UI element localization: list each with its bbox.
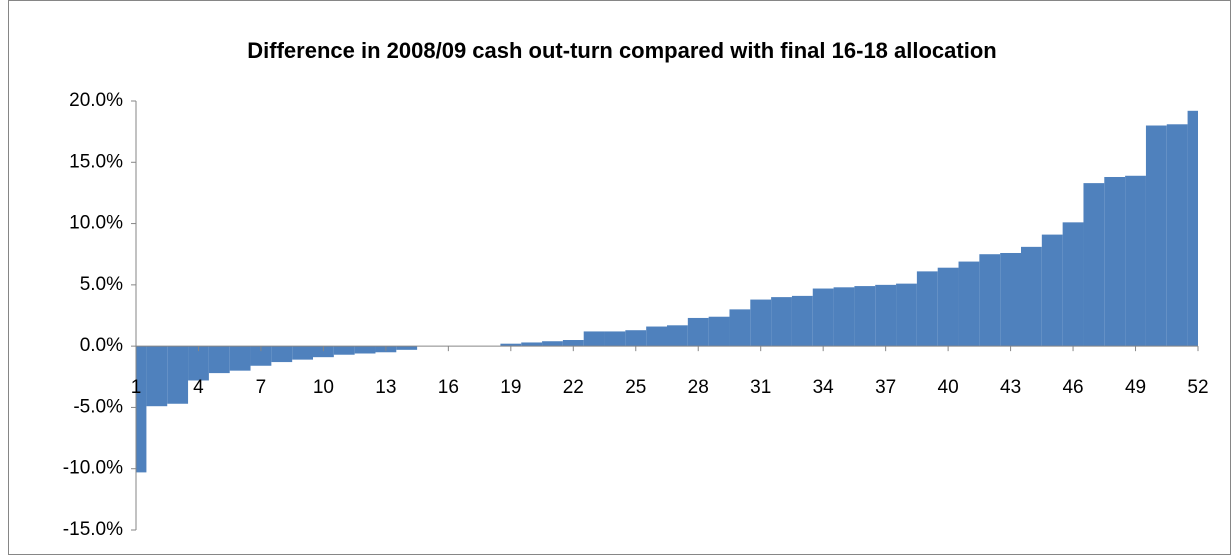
y-tick-label: 5.0% (80, 274, 123, 295)
x-tick-label: 19 (500, 377, 521, 398)
bar (229, 346, 251, 371)
bar (136, 346, 147, 473)
x-tick-label: 1 (131, 377, 142, 398)
y-tick-label: 10.0% (69, 213, 123, 234)
bar (521, 342, 543, 347)
bar (729, 309, 751, 347)
bar (583, 331, 605, 347)
bar (771, 297, 792, 347)
x-tick-label: 10 (313, 377, 334, 398)
bar (896, 283, 917, 347)
x-tick-label: 28 (688, 377, 709, 398)
x-tick-label: 34 (813, 377, 835, 398)
bar (646, 326, 667, 347)
x-tick-label: 43 (1000, 377, 1021, 398)
bar (854, 286, 876, 347)
bar (1062, 222, 1084, 347)
bar (1000, 252, 1021, 347)
bar (791, 295, 813, 347)
bar (833, 287, 855, 347)
bar (604, 331, 626, 347)
x-tick-label: 13 (375, 377, 396, 398)
bar (1187, 110, 1198, 347)
bar (812, 288, 834, 347)
y-tick-label: -10.0% (63, 458, 123, 479)
bar (1104, 176, 1126, 347)
bar (167, 346, 189, 404)
bar (313, 346, 334, 358)
bar (146, 346, 168, 407)
bar (979, 254, 1001, 347)
bar (875, 284, 897, 347)
bar (1166, 124, 1188, 347)
bar (625, 330, 647, 347)
bar (708, 316, 730, 347)
bar (354, 346, 376, 354)
bar (958, 261, 980, 347)
bar (188, 346, 209, 381)
bar (1021, 246, 1042, 347)
bar (1083, 183, 1105, 347)
x-tick-label: 7 (256, 377, 267, 398)
x-tick-label: 40 (938, 377, 959, 398)
bar (1145, 125, 1167, 347)
bar (1125, 175, 1146, 347)
chart-title: Difference in 2008/09 cash out-turn comp… (247, 38, 996, 63)
x-tick-label: 46 (1062, 377, 1083, 398)
x-tick-label: 22 (563, 377, 584, 398)
x-tick-label: 25 (625, 377, 646, 398)
bar (687, 317, 709, 347)
x-tick-label: 4 (193, 377, 204, 398)
bar (542, 341, 563, 347)
bar (750, 299, 772, 347)
y-tick-label: -5.0% (73, 396, 123, 417)
bar (667, 325, 688, 347)
bar (292, 346, 313, 360)
y-tick-label: 20.0% (69, 90, 123, 111)
bar (208, 346, 230, 374)
y-tick-label: 0.0% (80, 335, 123, 356)
bar (937, 267, 959, 347)
bar (500, 343, 522, 347)
x-tick-label: 49 (1125, 377, 1146, 398)
bar (1041, 234, 1063, 347)
x-tick-label: 37 (875, 377, 896, 398)
y-tick-label: -15.0% (63, 519, 123, 540)
bar (333, 346, 355, 355)
x-tick-label: 31 (750, 377, 771, 398)
x-tick-label: 16 (438, 377, 459, 398)
bar (271, 346, 293, 363)
y-tick-label: 15.0% (69, 151, 123, 172)
x-tick-label: 52 (1187, 377, 1208, 398)
bar (562, 340, 584, 347)
bar (250, 346, 272, 366)
bar (396, 346, 418, 350)
bar (916, 271, 938, 347)
